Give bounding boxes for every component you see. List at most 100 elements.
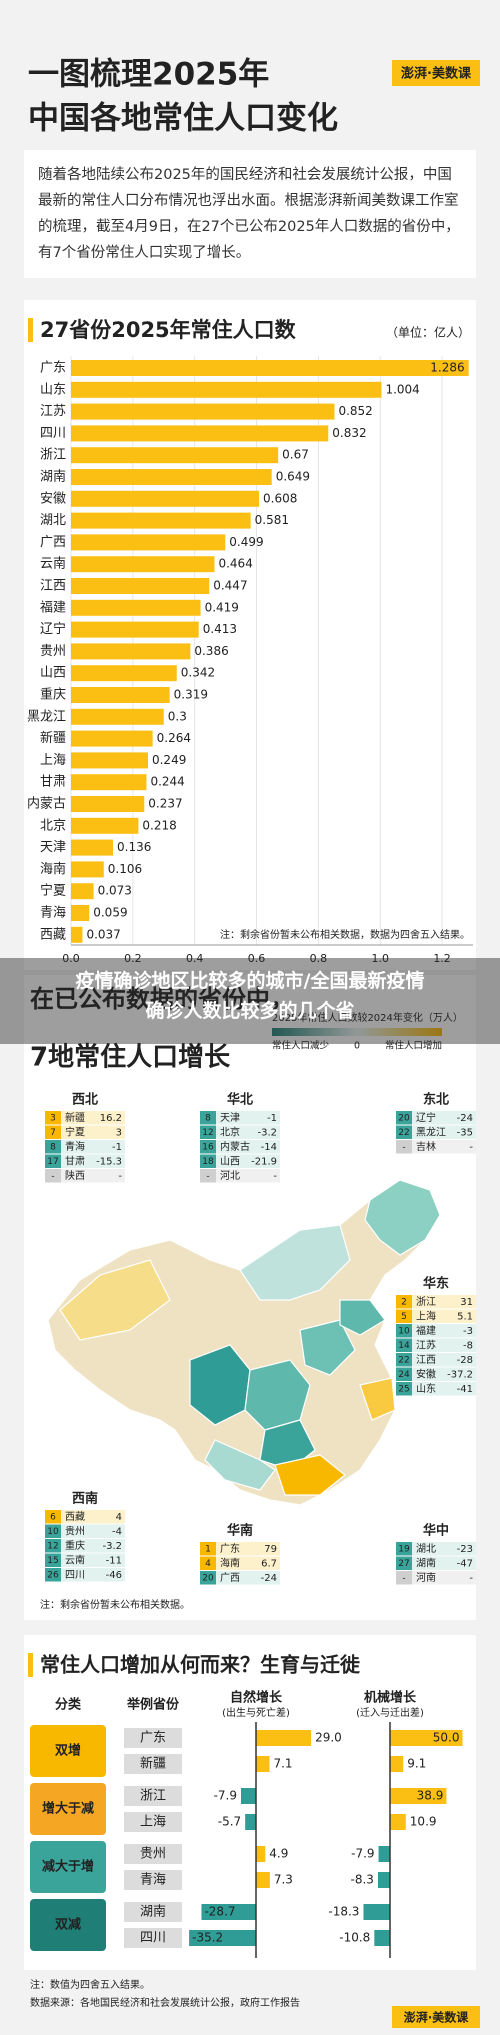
rank-badge — [200, 1556, 216, 1570]
group-badge — [30, 1783, 106, 1835]
region-value: - — [273, 1171, 277, 1182]
category-label: 广西 — [40, 535, 66, 550]
title: 中国各地常住人口变化 — [28, 101, 338, 137]
category-label: 海南 — [40, 861, 66, 877]
chart-title: 27省份2025年常住人口数 — [40, 318, 297, 342]
title-marker — [28, 1653, 33, 1677]
value-label: 0.499 — [229, 535, 263, 549]
value-label: 29.0 — [315, 1731, 342, 1745]
bar — [390, 1756, 404, 1772]
region-value: -8 — [463, 1341, 473, 1352]
region-value: -23 — [457, 1544, 473, 1555]
logo-box — [392, 2006, 480, 2028]
rank: 19 — [398, 1545, 410, 1555]
bar — [71, 578, 210, 594]
bar — [71, 403, 335, 420]
x-tick-label: 1.0 — [371, 952, 389, 965]
province: 广东 — [220, 1542, 240, 1555]
province: 黑龙江 — [416, 1126, 446, 1139]
province: 西藏 — [65, 1511, 85, 1523]
x-tick-label: 0.2 — [124, 952, 142, 965]
value-label: 0.106 — [108, 862, 142, 876]
region-value: - — [469, 1142, 473, 1153]
logo-box — [392, 60, 480, 86]
map-region — [274, 1454, 346, 1496]
region-row — [200, 1556, 280, 1570]
value-label: 0.852 — [338, 404, 372, 418]
province: 河北 — [220, 1170, 240, 1182]
section-title: 在已公布数据的省份中， — [30, 985, 294, 1013]
region-row — [45, 1154, 125, 1168]
bar — [390, 1730, 463, 1746]
region-value: -14 — [261, 1142, 277, 1153]
bar — [71, 730, 153, 747]
footer-note: 注：数值为四舍五入结果。 — [30, 1978, 150, 1991]
value-label: 0.581 — [255, 513, 289, 527]
rank-badge — [396, 1140, 412, 1154]
rank-badge — [396, 1111, 412, 1125]
region-row — [200, 1111, 280, 1125]
region-row — [45, 1169, 125, 1183]
province: 山东 — [416, 1382, 436, 1395]
legend-title: 2025年常住人口数较2024年变化（万人） — [272, 1011, 463, 1024]
region-row — [396, 1571, 476, 1585]
map-region — [364, 1179, 441, 1256]
category-label: 湖北 — [40, 513, 66, 528]
province: 宁夏 — [65, 1126, 85, 1139]
region-value: -46 — [106, 1570, 122, 1581]
rank: 5 — [401, 1312, 407, 1322]
map-region — [204, 1439, 276, 1491]
value-label: 50.0 — [433, 1731, 460, 1745]
map — [47, 1179, 441, 1556]
region-value: -24 — [457, 1113, 473, 1124]
region-row — [200, 1542, 280, 1556]
bar — [71, 447, 279, 464]
value-label: 0.832 — [332, 426, 366, 440]
region-value: 79 — [264, 1544, 277, 1555]
region-value: -24 — [261, 1573, 277, 1584]
category-label: 福建 — [40, 600, 66, 615]
province: 山西 — [220, 1156, 240, 1168]
value-label: 0.244 — [150, 775, 184, 789]
rank: 12 — [202, 1128, 213, 1138]
group-badge — [30, 1841, 106, 1893]
x-tick-label: 0.6 — [248, 952, 266, 965]
region-name: 华北 — [227, 1092, 253, 1108]
value-label: 0.073 — [98, 884, 132, 898]
group-label: 增大于减 — [42, 1801, 94, 1817]
rank: 12 — [47, 1542, 58, 1552]
province: 安徽 — [416, 1368, 436, 1381]
rank-badge — [396, 1556, 412, 1570]
bar — [71, 817, 139, 834]
unit-label: （单位：亿人） — [386, 325, 470, 340]
province: 辽宁 — [416, 1111, 436, 1124]
rank-badge — [45, 1524, 61, 1538]
value-label: 0.342 — [181, 666, 215, 680]
category-label: 江西 — [40, 579, 66, 594]
province: 甘肃 — [65, 1155, 85, 1168]
region-row — [396, 1309, 476, 1323]
bar — [71, 490, 260, 507]
rank-badge — [45, 1539, 61, 1553]
rank: 15 — [47, 1556, 58, 1566]
province: 北京 — [220, 1126, 240, 1139]
bar — [71, 643, 191, 660]
rank: 22 — [398, 1356, 409, 1366]
bar — [245, 1814, 256, 1830]
value-label: 1.004 — [385, 382, 419, 396]
rank: - — [402, 1574, 405, 1584]
region-value: -47 — [457, 1559, 473, 1570]
province: 江苏 — [416, 1339, 436, 1352]
bar — [71, 512, 251, 529]
rank-badge — [200, 1140, 216, 1154]
chart-title: 常住人口增加从何而来？生育与迁徙 — [40, 1653, 360, 1677]
rank: 1 — [205, 1545, 211, 1555]
bar — [71, 425, 329, 442]
province: 湖北 — [416, 1543, 436, 1555]
bar — [201, 1904, 256, 1920]
category-label: 湖南 — [140, 1904, 166, 1920]
region-value: -4 — [112, 1527, 122, 1538]
region-row — [45, 1111, 125, 1125]
category-label: 上海 — [40, 753, 66, 768]
series-name: 机械增长 — [364, 1690, 417, 1706]
